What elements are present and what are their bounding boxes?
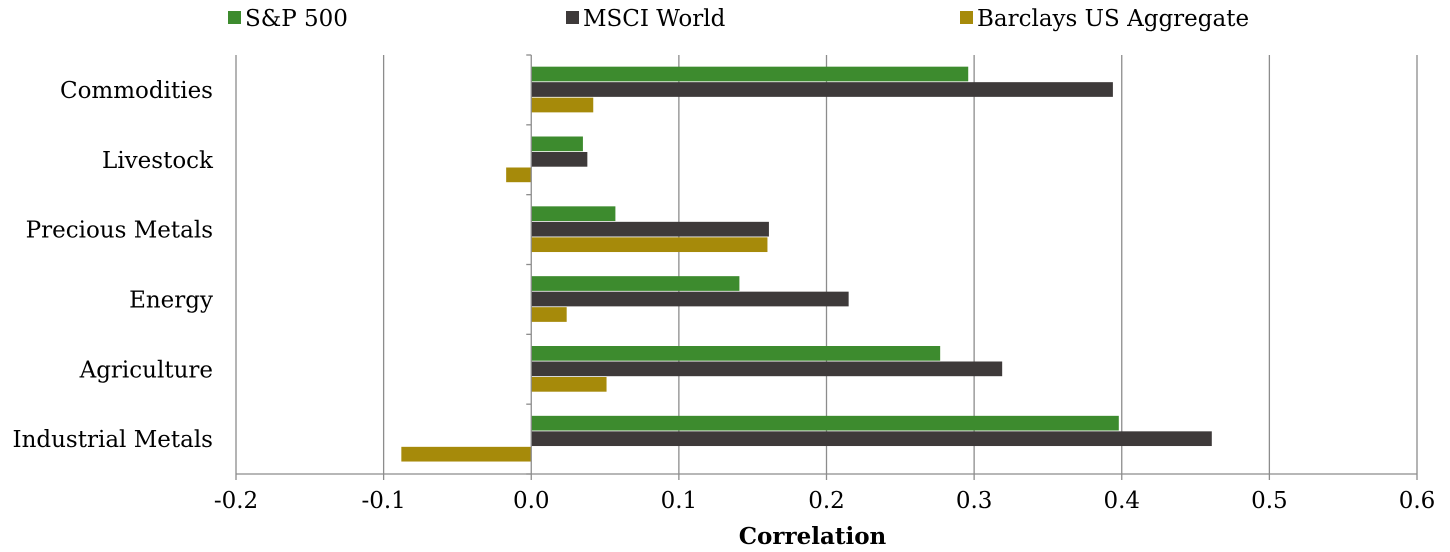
x-tick-label: 0.4 [1103,488,1140,514]
bar-barclays-us-aggregate-precious-metals [531,237,768,253]
bar-barclays-us-aggregate-energy [531,307,567,322]
bar-s-p-500-livestock [531,136,583,152]
bar-barclays-us-aggregate-industrial-metals [401,446,532,462]
bar-msci-world-livestock [531,152,588,167]
category-label: Livestock [102,148,214,174]
bar-s-p-500-commodities [531,66,969,82]
legend-swatch [228,11,241,24]
bar-msci-world-agriculture [531,361,1003,377]
legend-swatch [566,11,579,24]
bars [401,66,1212,462]
category-label: Commodities [60,78,213,104]
bar-msci-world-industrial-metals [531,431,1212,447]
bar-s-p-500-agriculture [531,346,941,361]
bar-msci-world-precious-metals [531,221,769,237]
x-tick-label: 0.3 [956,488,993,514]
x-tick-label: 0.1 [661,488,698,514]
bar-msci-world-commodities [531,82,1113,97]
x-tick-label: 0.6 [1399,488,1436,514]
category-label: Agriculture [79,357,213,383]
bar-msci-world-energy [531,291,849,307]
gridlines [235,55,1418,474]
x-tick-label: 0.5 [1251,488,1288,514]
x-tick-label: -0.1 [361,488,405,514]
category-label: Energy [129,287,213,313]
legend-label: Barclays US Aggregate [977,6,1249,32]
x-tick-label: 0.2 [808,488,845,514]
labels: -0.2 -0.1 0.0 0.1 0.2 0.3 0.4 0.5 0.6 Commodities… [13,78,1436,514]
bar-s-p-500-energy [531,276,740,291]
category-label: Industrial Metals [13,427,214,453]
legend-swatch [960,11,973,24]
legend-label: S&P 500 [245,6,348,32]
bar-barclays-us-aggregate-livestock [506,167,532,183]
bar-barclays-us-aggregate-agriculture [531,377,607,392]
legend-label: MSCI World [583,6,726,32]
bar-s-p-500-precious-metals [531,206,616,222]
axes [235,54,1418,480]
x-tick-label: 0.0 [513,488,550,514]
x-tick-label: -0.2 [214,488,258,514]
bar-barclays-us-aggregate-commodities [531,97,594,113]
legend: S&P 500 MSCI World Barclays US Aggregate [228,6,1249,32]
bar-s-p-500-industrial-metals [531,415,1119,431]
x-axis-title: Correlation [739,523,887,550]
category-label: Precious Metals [26,218,213,244]
